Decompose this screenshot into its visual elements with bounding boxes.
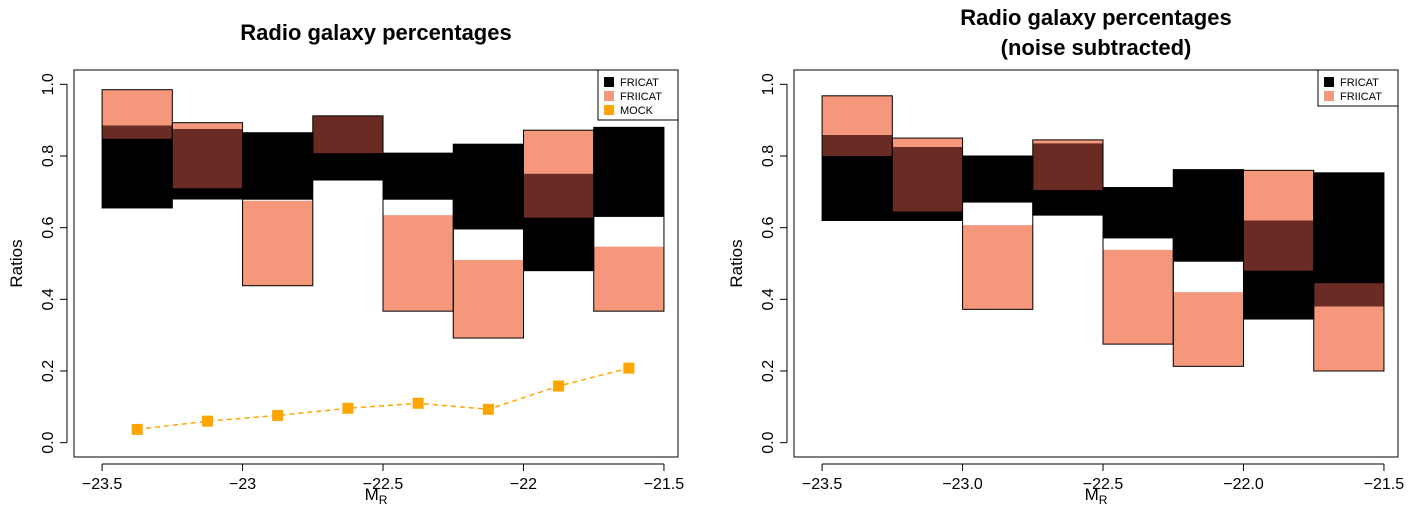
y-tick-label: 1.0 xyxy=(40,73,57,95)
friicat-bar xyxy=(453,259,524,339)
fricat-bar xyxy=(1103,187,1174,239)
friicat-bar xyxy=(1103,249,1174,345)
legend-swatch xyxy=(604,91,614,101)
overlap-bar xyxy=(1032,143,1104,191)
chart-title: (noise subtracted) xyxy=(1001,35,1192,60)
mock-point xyxy=(201,415,213,427)
mock-point xyxy=(553,380,565,392)
mock-point xyxy=(272,409,284,421)
legend-label: FRICAT xyxy=(1340,77,1379,89)
mock-line xyxy=(137,367,629,431)
overlap-bar xyxy=(892,147,963,212)
plot-frame xyxy=(793,69,1399,458)
y-axis-label: Ratios xyxy=(7,239,26,287)
fricat-bar xyxy=(593,127,664,217)
overlap-bar xyxy=(172,129,243,189)
y-tick-label: 0.6 xyxy=(40,216,57,238)
legend-label: FRIICAT xyxy=(1340,91,1382,103)
y-tick-label: 0.4 xyxy=(40,288,57,310)
bin-outline xyxy=(242,132,314,287)
x-tick-label: −22.5 xyxy=(1083,476,1124,493)
mock-point xyxy=(623,362,635,374)
overlap-bar xyxy=(1243,220,1314,271)
x-tick-label: −23.0 xyxy=(942,476,983,493)
x-tick-label: −21.5 xyxy=(1364,476,1405,493)
friicat-bar xyxy=(383,215,454,312)
y-axis-label: Ratios xyxy=(727,239,746,287)
bin-outline xyxy=(1032,139,1104,216)
y-tick-label: 0.0 xyxy=(40,431,57,453)
x-tick-label: −22 xyxy=(510,476,537,493)
left-chart-panel: Radio galaxy percentages −23.5 −23 −22.5 −22… xyxy=(7,20,684,507)
y-tick-label: 0.2 xyxy=(40,360,57,382)
mock-point xyxy=(412,397,424,409)
bin-outline xyxy=(962,155,1034,310)
y-tick-label: 0.6 xyxy=(760,216,777,238)
chart-title: Radio galaxy percentages xyxy=(240,20,511,45)
overlap-bar xyxy=(1313,283,1384,307)
fricat-bar xyxy=(102,125,173,208)
bin-outline xyxy=(312,115,384,181)
y-tick-label: 0.8 xyxy=(40,145,57,167)
friicat-bar xyxy=(593,246,664,312)
x-tick-label: −21.5 xyxy=(644,476,685,493)
fricat-bar xyxy=(383,153,454,200)
mock-point xyxy=(482,403,494,415)
fricat-bar xyxy=(1173,169,1244,262)
x-tick-label: −22.0 xyxy=(1223,476,1264,493)
friicat-bar xyxy=(1173,292,1244,367)
overlap-bar xyxy=(822,135,893,156)
y-tick-label: 1.0 xyxy=(760,73,777,95)
legend-label: MOCK xyxy=(620,105,654,117)
legend-swatch xyxy=(1324,77,1334,87)
x-axis-label: MR xyxy=(1085,485,1108,507)
fricat-bar xyxy=(962,156,1033,203)
overlap-bar xyxy=(312,115,384,154)
x-tick-label: −23.5 xyxy=(82,476,123,493)
legend-label: FRICAT xyxy=(620,77,659,89)
bin-outline xyxy=(593,126,665,312)
friicat-bar xyxy=(242,200,313,286)
y-tick-label: 0.0 xyxy=(760,431,777,453)
y-tick-label: 0.4 xyxy=(760,288,777,310)
fricat-bar xyxy=(242,132,313,200)
x-tick-label: −23 xyxy=(229,476,256,493)
bin-outline xyxy=(1313,172,1385,372)
y-tick-label: 0.8 xyxy=(760,145,777,167)
plot-frame xyxy=(73,69,679,458)
mock-point xyxy=(131,423,143,435)
overlap-bar xyxy=(523,173,594,218)
chart-title: Radio galaxy percentages xyxy=(960,5,1231,30)
y-tick-label: 0.2 xyxy=(760,360,777,382)
x-tick-label: −23.5 xyxy=(802,476,843,493)
legend-swatch xyxy=(604,105,614,115)
legend-label: FRIICAT xyxy=(620,91,662,103)
legend-swatch xyxy=(1324,91,1334,101)
friicat-bar xyxy=(962,225,1033,310)
x-tick-label: −22.5 xyxy=(363,476,404,493)
overlap-bar xyxy=(102,125,173,139)
mock-point xyxy=(342,402,354,414)
x-axis-label: MR xyxy=(365,485,388,507)
legend-swatch xyxy=(604,77,614,87)
fricat-bar xyxy=(453,144,524,230)
right-chart-panel: Radio galaxy percentages (noise subtracte… xyxy=(727,5,1404,507)
